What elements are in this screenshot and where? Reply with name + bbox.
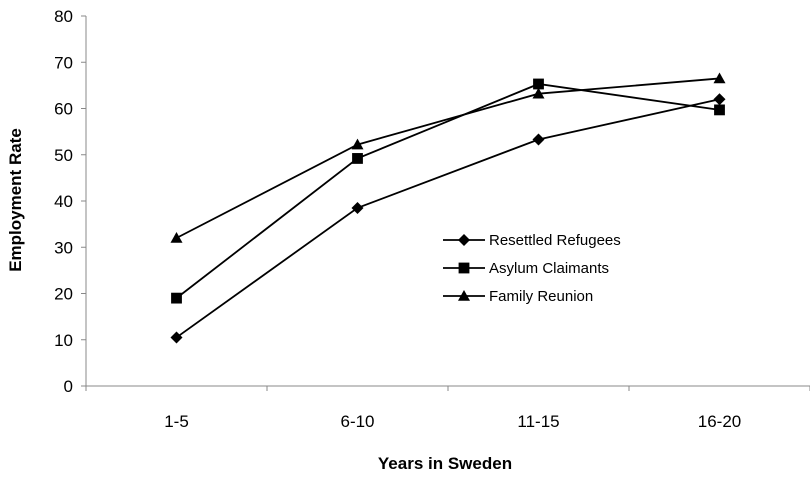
legend-item: Asylum Claimants bbox=[443, 260, 609, 277]
series-line bbox=[175, 83, 720, 299]
data-point bbox=[713, 72, 726, 84]
y-tick-label: 30 bbox=[54, 238, 73, 257]
legend-marker bbox=[458, 262, 470, 274]
series-line bbox=[175, 98, 720, 339]
data-point bbox=[533, 78, 544, 90]
y-tick-label: 40 bbox=[54, 192, 73, 211]
data-point bbox=[351, 201, 364, 214]
x-axis-title: Years in Sweden bbox=[378, 454, 512, 473]
x-tick-label: 11-15 bbox=[517, 412, 559, 431]
data-point bbox=[170, 331, 183, 344]
data-point bbox=[170, 232, 183, 243]
legend-item: Family Reunion bbox=[443, 288, 593, 305]
x-axis-ticks: 1-5 6-10 11-15 16-20 bbox=[85, 386, 810, 431]
y-tick-label: 70 bbox=[54, 53, 73, 72]
legend-label: Family Reunion bbox=[489, 288, 593, 305]
series-resettled-refugees bbox=[170, 93, 726, 344]
series-line bbox=[176, 77, 720, 239]
x-tick-label: 16-20 bbox=[698, 412, 741, 431]
y-tick-label: 80 bbox=[54, 7, 73, 26]
y-tick-label: 50 bbox=[54, 146, 73, 165]
data-point bbox=[171, 292, 182, 304]
data-point bbox=[351, 138, 364, 150]
y-tick-label: 0 bbox=[64, 377, 73, 396]
x-tick-label: 1-5 bbox=[164, 412, 189, 431]
series-family-reunion bbox=[170, 72, 726, 243]
data-point bbox=[532, 87, 545, 99]
y-tick-label: 20 bbox=[54, 285, 73, 304]
axes bbox=[85, 16, 810, 387]
data-point bbox=[352, 153, 363, 164]
legend-label: Asylum Claimants bbox=[489, 260, 609, 277]
legend-item: Resettled Refugees bbox=[443, 232, 621, 249]
series-layer bbox=[170, 72, 726, 344]
y-tick-label: 60 bbox=[54, 100, 73, 119]
y-tick-label: 10 bbox=[54, 331, 73, 350]
data-point bbox=[714, 104, 725, 116]
data-point bbox=[532, 133, 545, 146]
legend-marker bbox=[458, 290, 470, 301]
series-asylum-claimants bbox=[171, 78, 725, 304]
legend-label: Resettled Refugees bbox=[489, 232, 621, 249]
data-point bbox=[713, 93, 726, 106]
y-axis-title: Employment Rate bbox=[6, 128, 25, 272]
legend-marker bbox=[458, 234, 470, 246]
y-axis-ticks: 0 10 20 30 40 50 60 70 80 bbox=[54, 7, 86, 396]
legend: Resettled Refugees Asylum Claimants Family… bbox=[443, 232, 621, 305]
x-tick-label: 6-10 bbox=[340, 412, 374, 431]
